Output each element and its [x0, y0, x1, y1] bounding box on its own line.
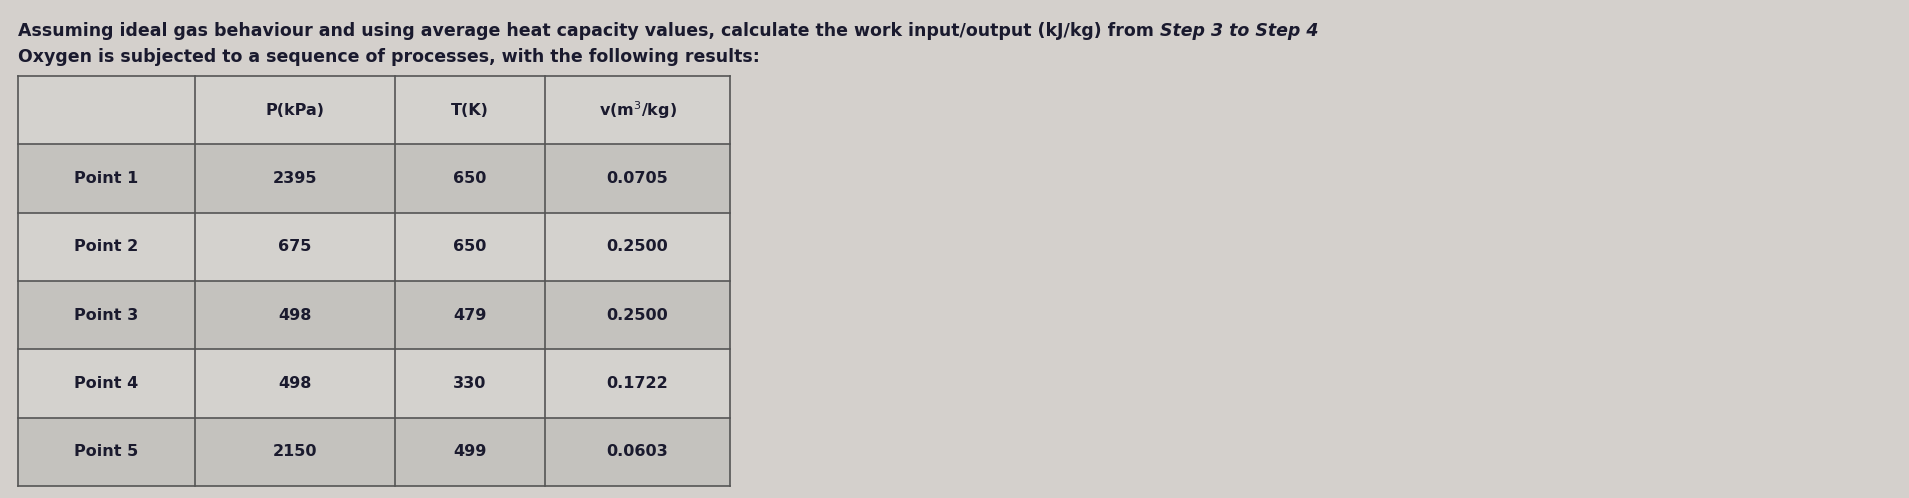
Bar	[17, 418, 729, 486]
Bar	[17, 349, 729, 418]
Text: 0.2500: 0.2500	[607, 240, 668, 254]
Text: 330: 330	[452, 376, 487, 391]
Text: 675: 675	[279, 240, 311, 254]
Text: 498: 498	[279, 308, 311, 323]
Text: v(m$^3$/kg): v(m$^3$/kg)	[599, 99, 676, 121]
Text: 2150: 2150	[273, 444, 317, 459]
Bar	[17, 76, 729, 486]
Bar	[17, 281, 729, 349]
Text: Point 1: Point 1	[74, 171, 139, 186]
Bar	[17, 76, 729, 144]
Text: Oxygen is subjected to a sequence of processes, with the following results:: Oxygen is subjected to a sequence of pro…	[17, 48, 760, 66]
Text: 498: 498	[279, 376, 311, 391]
Text: 0.0705: 0.0705	[607, 171, 668, 186]
Text: T(K): T(K)	[451, 103, 489, 118]
Text: Step 3 to Step 4: Step 3 to Step 4	[1161, 22, 1319, 40]
Text: 479: 479	[452, 308, 487, 323]
Text: P(kPa): P(kPa)	[265, 103, 325, 118]
Text: 0.1722: 0.1722	[607, 376, 668, 391]
Text: Point 3: Point 3	[74, 308, 139, 323]
Text: 499: 499	[452, 444, 487, 459]
Bar	[17, 213, 729, 281]
Text: Point 2: Point 2	[74, 240, 139, 254]
Bar	[17, 144, 729, 213]
Text: 2395: 2395	[273, 171, 317, 186]
Text: 0.2500: 0.2500	[607, 308, 668, 323]
Text: Assuming ideal gas behaviour and using average heat capacity values, calculate t: Assuming ideal gas behaviour and using a…	[17, 22, 1161, 40]
Text: Point 5: Point 5	[74, 444, 139, 459]
Text: 650: 650	[452, 171, 487, 186]
Text: 650: 650	[452, 240, 487, 254]
Text: Point 4: Point 4	[74, 376, 139, 391]
Text: 0.0603: 0.0603	[607, 444, 668, 459]
